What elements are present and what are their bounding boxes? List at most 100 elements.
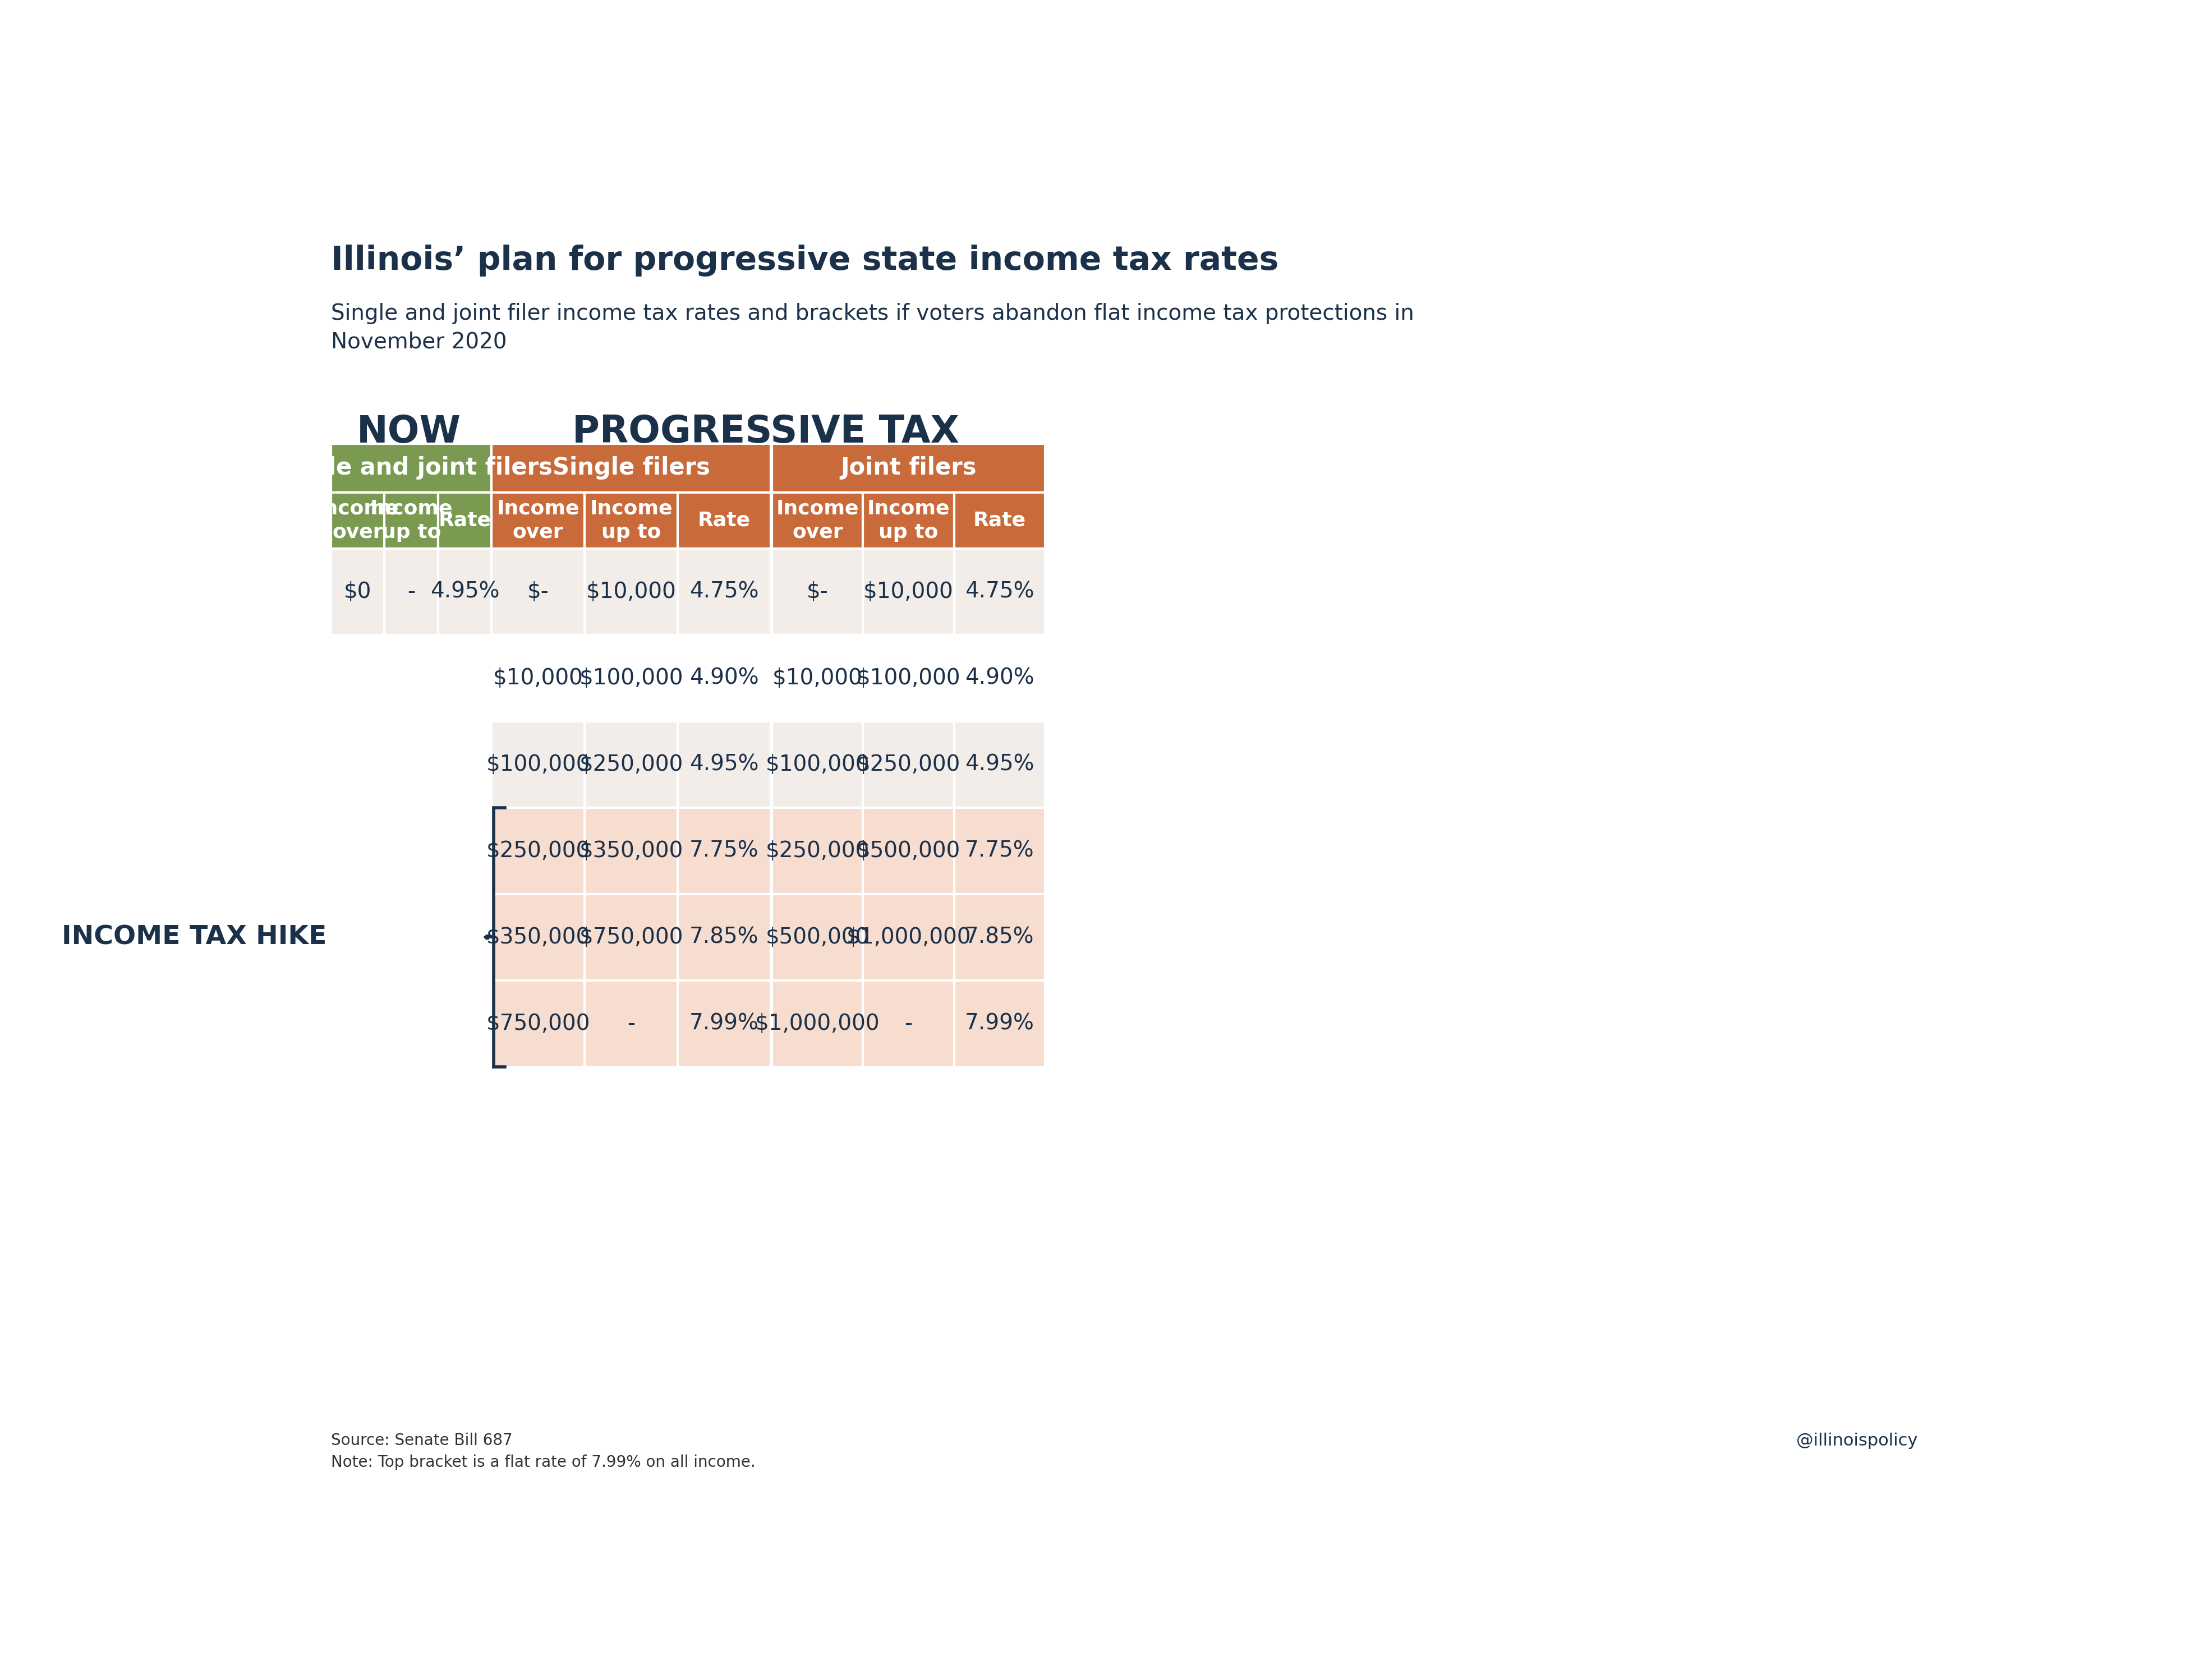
Text: $10,000: $10,000: [494, 667, 584, 689]
Bar: [384, 981, 439, 1067]
Text: 7.85%: 7.85%: [689, 926, 759, 948]
Text: $750,000: $750,000: [579, 926, 682, 948]
Bar: [439, 981, 491, 1067]
Bar: [584, 981, 678, 1067]
Text: $10,000: $10,000: [864, 581, 954, 603]
Bar: [772, 444, 1044, 492]
Bar: [331, 635, 384, 721]
Bar: [384, 808, 439, 894]
Text: Rate: Rate: [698, 511, 750, 529]
Bar: [584, 721, 678, 808]
Bar: [862, 635, 954, 721]
Text: 7.75%: 7.75%: [689, 840, 759, 862]
Bar: [772, 492, 862, 548]
Text: Single filers: Single filers: [553, 455, 711, 480]
Text: 4.95%: 4.95%: [689, 754, 759, 774]
Bar: [439, 492, 491, 548]
Text: 7.85%: 7.85%: [965, 926, 1033, 948]
Bar: [439, 808, 491, 894]
Text: -: -: [627, 1013, 634, 1035]
Bar: [584, 548, 678, 635]
Bar: [954, 808, 1044, 894]
Bar: [862, 721, 954, 808]
Text: -: -: [904, 1013, 913, 1035]
Bar: [772, 981, 862, 1067]
Text: NOW: NOW: [358, 413, 461, 450]
Text: Single and joint filer income tax rates and brackets if voters abandon flat inco: Single and joint filer income tax rates …: [331, 302, 1413, 353]
Text: $750,000: $750,000: [487, 1013, 590, 1035]
Bar: [862, 808, 954, 894]
Text: $100,000: $100,000: [487, 754, 590, 774]
Text: Rate: Rate: [439, 511, 491, 529]
Text: $350,000: $350,000: [579, 840, 682, 862]
Text: 7.99%: 7.99%: [689, 1013, 759, 1035]
Text: Single and joint filers: Single and joint filers: [270, 455, 553, 480]
Text: Illinois’ plan for progressive state income tax rates: Illinois’ plan for progressive state inc…: [331, 245, 1279, 277]
Text: Income
up to: Income up to: [371, 499, 452, 541]
Text: $350,000: $350,000: [487, 926, 590, 948]
Text: $250,000: $250,000: [766, 840, 869, 862]
Bar: [491, 548, 584, 635]
Bar: [584, 635, 678, 721]
Text: 4.95%: 4.95%: [965, 754, 1033, 774]
Text: $-: $-: [527, 581, 548, 603]
Bar: [384, 894, 439, 981]
Text: Source: Senate Bill 687
Note: Top bracket is a flat rate of 7.99% on all income.: Source: Senate Bill 687 Note: Top bracke…: [331, 1433, 755, 1470]
Bar: [491, 981, 584, 1067]
Bar: [954, 894, 1044, 981]
Text: $250,000: $250,000: [579, 754, 682, 774]
Text: $10,000: $10,000: [586, 581, 676, 603]
Bar: [584, 492, 678, 548]
Bar: [384, 548, 439, 635]
Text: $500,000: $500,000: [856, 840, 961, 862]
Text: Income
over: Income over: [496, 499, 579, 541]
Text: Income
up to: Income up to: [590, 499, 674, 541]
Text: $1,000,000: $1,000,000: [755, 1013, 880, 1035]
Bar: [331, 894, 384, 981]
Bar: [491, 894, 584, 981]
Bar: [384, 635, 439, 721]
Bar: [862, 981, 954, 1067]
Text: $1,000,000: $1,000,000: [847, 926, 972, 948]
Bar: [772, 894, 862, 981]
Bar: [331, 444, 491, 492]
Text: $250,000: $250,000: [487, 840, 590, 862]
Bar: [491, 444, 770, 492]
Bar: [862, 548, 954, 635]
Bar: [954, 721, 1044, 808]
Bar: [772, 808, 862, 894]
Text: 4.95%: 4.95%: [430, 581, 500, 603]
Text: Income
over: Income over: [316, 499, 399, 541]
Bar: [384, 492, 439, 548]
Bar: [954, 548, 1044, 635]
Text: $10,000: $10,000: [772, 667, 862, 689]
Text: PROGRESSIVE TAX: PROGRESSIVE TAX: [573, 413, 959, 450]
Bar: [678, 981, 770, 1067]
Bar: [384, 721, 439, 808]
Bar: [491, 808, 584, 894]
Text: $500,000: $500,000: [766, 926, 869, 948]
Bar: [439, 548, 491, 635]
Text: 4.75%: 4.75%: [965, 581, 1033, 603]
Bar: [954, 492, 1044, 548]
Text: $100,000: $100,000: [856, 667, 961, 689]
Text: $0: $0: [344, 581, 371, 603]
Text: 7.75%: 7.75%: [965, 840, 1033, 862]
Text: Joint filers: Joint filers: [840, 455, 976, 480]
Bar: [331, 808, 384, 894]
Text: INCOME TAX HIKE: INCOME TAX HIKE: [61, 924, 327, 949]
Bar: [772, 635, 862, 721]
Bar: [954, 635, 1044, 721]
Bar: [678, 894, 770, 981]
Bar: [678, 721, 770, 808]
Text: 4.90%: 4.90%: [965, 667, 1033, 689]
Bar: [678, 492, 770, 548]
Bar: [439, 894, 491, 981]
Bar: [331, 492, 384, 548]
Text: $250,000: $250,000: [856, 754, 961, 774]
Bar: [331, 721, 384, 808]
Text: @illinoispolicy: @illinoispolicy: [1797, 1433, 1918, 1448]
Text: 4.90%: 4.90%: [689, 667, 759, 689]
Bar: [439, 635, 491, 721]
Bar: [584, 894, 678, 981]
